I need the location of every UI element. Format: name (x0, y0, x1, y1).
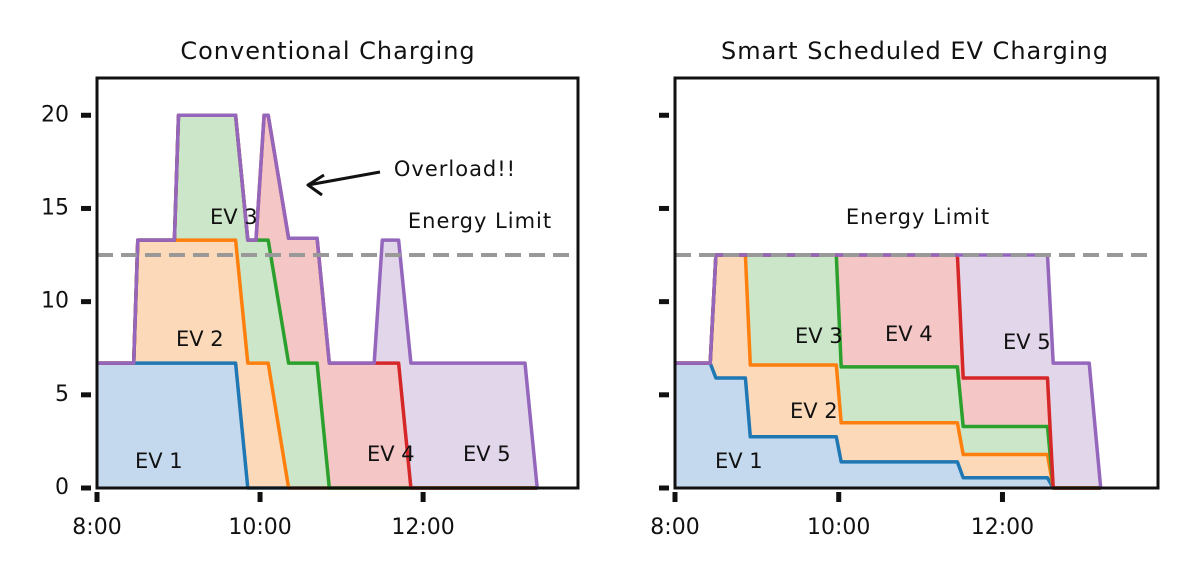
area (675, 255, 1101, 488)
y-tick-label: 15 (41, 195, 69, 220)
series-label: EV 1 (715, 449, 763, 473)
annotation-arrowhead (306, 173, 325, 197)
area (675, 255, 1101, 488)
x-tick-label: 10:00 (228, 515, 291, 540)
area (97, 115, 538, 489)
plot-frame (673, 76, 1160, 490)
limit-label: Energy Limit (408, 209, 552, 233)
area (675, 255, 1101, 488)
area-edge (97, 113, 539, 489)
plot-frame (95, 76, 580, 490)
x-tick-label: 8:00 (650, 515, 699, 540)
y-tick-label: 0 (55, 475, 69, 500)
chart-title: Smart Scheduled EV Charging (721, 37, 1109, 65)
series-label: EV 2 (790, 399, 838, 423)
area (97, 363, 538, 488)
series-label: EV 5 (1003, 330, 1051, 354)
x-tick-label: 10:00 (807, 515, 870, 540)
series-label: EV 1 (135, 449, 183, 473)
series-label: EV 4 (367, 442, 415, 466)
x-tick-label: 12:00 (971, 515, 1034, 540)
area (675, 255, 1101, 488)
series-label: EV 5 (463, 442, 511, 466)
y-tick-label: 5 (55, 382, 69, 407)
area-edge (675, 253, 1103, 489)
annotation-arrow (307, 170, 381, 187)
limit-label: Energy Limit (846, 205, 990, 229)
area (97, 115, 538, 489)
series-label: EV 2 (176, 327, 224, 351)
area (97, 115, 538, 489)
series-label: EV 3 (795, 324, 843, 348)
annotation: Overload!! (394, 157, 516, 181)
y-tick-label: 20 (41, 102, 69, 127)
series-label: EV 3 (210, 205, 258, 229)
area (97, 240, 538, 488)
series-label: EV 4 (885, 322, 933, 346)
area (675, 363, 1101, 488)
x-tick-label: 8:00 (72, 515, 121, 540)
y-tick-label: 10 (41, 289, 69, 314)
chart-title: Conventional Charging (180, 37, 475, 65)
x-tick-label: 12:00 (391, 515, 454, 540)
